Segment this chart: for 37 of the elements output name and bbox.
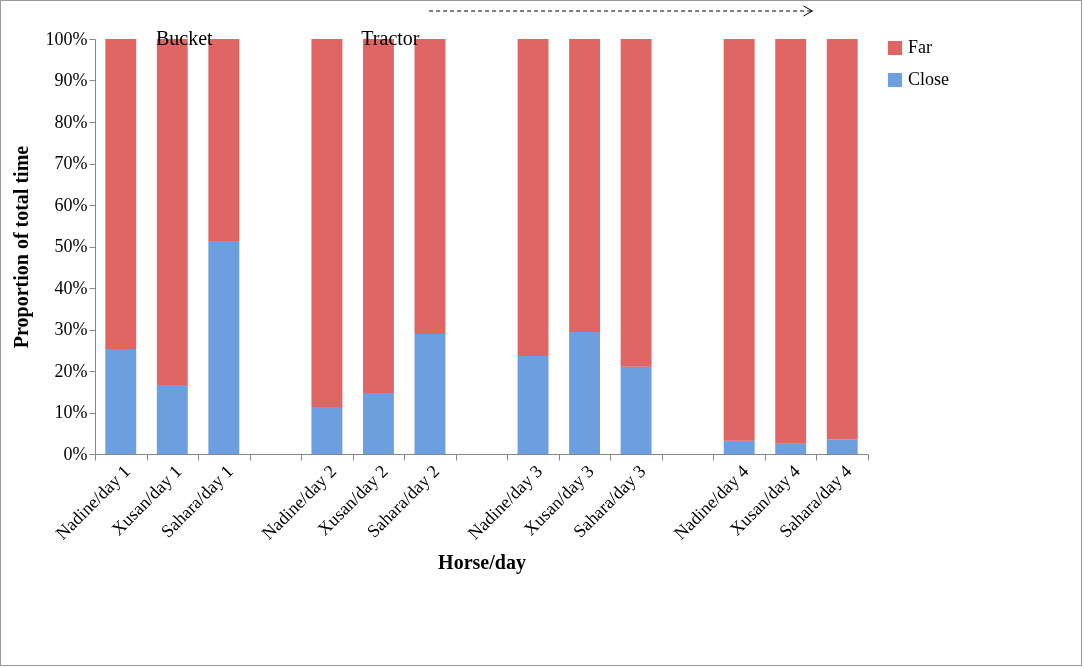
bar bbox=[775, 443, 807, 454]
bar bbox=[723, 440, 755, 454]
y-tick-label: 90% bbox=[54, 70, 88, 90]
bar bbox=[620, 366, 652, 454]
annotation: Bucket bbox=[155, 27, 214, 49]
y-tick-label: 80% bbox=[54, 111, 88, 132]
y-axis-title: Proportion of total time bbox=[9, 145, 33, 349]
bar bbox=[208, 241, 240, 454]
legend-label: Close bbox=[908, 69, 950, 89]
bar bbox=[826, 39, 858, 440]
y-tick-label: 50% bbox=[54, 236, 88, 256]
bar bbox=[105, 349, 137, 454]
y-tick-label: 40% bbox=[54, 277, 88, 298]
bar bbox=[723, 39, 755, 441]
x-axis-title: Horse/day bbox=[438, 551, 526, 575]
bar bbox=[569, 39, 601, 332]
bar bbox=[569, 331, 601, 454]
y-tick-label: 10% bbox=[54, 402, 88, 422]
y-tick-label: 0% bbox=[63, 443, 88, 464]
bar bbox=[414, 334, 446, 454]
bar bbox=[156, 385, 188, 454]
legend-label: Far bbox=[908, 37, 932, 57]
y-tick-label: 20% bbox=[54, 360, 88, 381]
bar bbox=[362, 393, 394, 454]
bar bbox=[517, 356, 549, 454]
y-tick-label: 30% bbox=[54, 319, 88, 339]
bar bbox=[105, 39, 137, 350]
bar bbox=[826, 439, 858, 454]
annotation: Tractor bbox=[361, 27, 420, 49]
bar bbox=[311, 407, 343, 454]
y-tick-label: 70% bbox=[54, 153, 88, 173]
bar bbox=[517, 39, 549, 357]
bar bbox=[775, 39, 807, 444]
bar bbox=[620, 39, 652, 367]
y-tick-label: 60% bbox=[54, 194, 88, 215]
bar bbox=[311, 39, 343, 408]
y-tick-label: 100% bbox=[45, 28, 88, 49]
